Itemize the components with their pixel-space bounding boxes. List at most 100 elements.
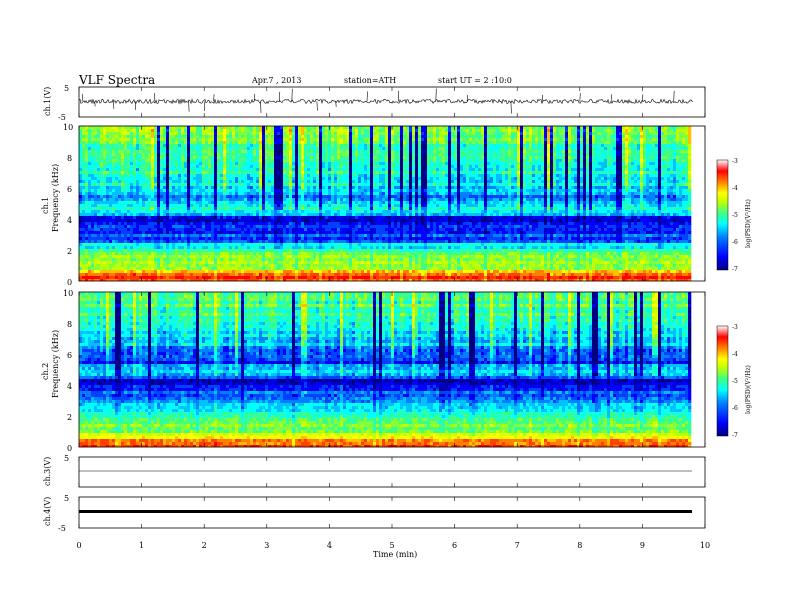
spectrogram-cell — [211, 186, 215, 190]
ch1-ytick-bottom: -5 — [58, 113, 66, 122]
spectrogram-cell — [499, 165, 503, 169]
spectrogram-cell — [265, 195, 269, 199]
spectrogram-cell — [226, 126, 233, 130]
spectrogram-cell — [226, 156, 230, 160]
spectrogram-cell — [127, 168, 131, 172]
spectrogram-cell — [331, 216, 338, 220]
spectrogram-cell — [526, 156, 530, 160]
spectrogram-cell — [337, 213, 341, 217]
spectrogram-cell — [667, 159, 671, 163]
spectrogram-cell — [307, 141, 311, 145]
spectrogram-cell — [580, 192, 584, 196]
spectrogram-cell — [550, 165, 554, 169]
spectrogram-cell — [163, 219, 167, 223]
spectrogram-cell — [298, 207, 302, 211]
spectrogram-cell — [112, 210, 116, 214]
spectrogram-cell — [637, 207, 641, 211]
spectrogram-cell — [391, 207, 398, 211]
spectrogram-cell — [679, 204, 683, 208]
spectrogram-cell — [532, 129, 539, 133]
spectrogram-cell — [295, 132, 299, 136]
spectrogram-cell — [139, 129, 143, 133]
spectrogram-cell — [235, 219, 239, 223]
spectrogram-cell — [433, 210, 440, 214]
spectrogram-cell — [457, 195, 461, 199]
spectrogram-cell — [580, 162, 584, 166]
spectrogram-cell — [517, 207, 521, 211]
spectrogram-cell — [400, 126, 404, 130]
spectrogram-cell — [499, 207, 503, 211]
spectrogram-cell — [472, 201, 476, 205]
spectrogram-cell — [268, 210, 272, 214]
spectrogram-cell — [409, 144, 413, 148]
spectrogram-cell — [472, 129, 476, 133]
spectrogram-cell — [349, 171, 353, 175]
spectrogram-cell — [253, 186, 257, 190]
spectrogram-cell — [619, 204, 623, 208]
spectrogram-cell — [337, 192, 350, 196]
spectrogram-cell — [349, 207, 353, 211]
spectrogram-cell — [607, 180, 611, 184]
spectrogram-cell — [670, 198, 677, 202]
spectrogram-cell — [421, 159, 428, 163]
spectrogram-cell — [142, 171, 146, 175]
spectrogram-cell — [115, 177, 119, 181]
spectrogram-cell — [427, 153, 431, 157]
spectrogram-cell — [235, 153, 239, 157]
spectrogram-cell — [460, 174, 464, 178]
spectrogram-cell — [541, 159, 545, 163]
spectrogram-cell — [634, 183, 641, 187]
spectrogram-cell — [409, 159, 413, 163]
spectrogram-cell — [325, 135, 329, 139]
spectrogram-cell — [556, 192, 560, 196]
spectrogram-cell — [79, 213, 95, 217]
spectrogram-cell — [625, 132, 629, 136]
spectrogram-cell — [283, 186, 290, 190]
spectrogram-cell — [496, 189, 500, 193]
spectrogram-cell — [106, 210, 110, 214]
spectrogram-cell — [226, 177, 230, 181]
spectrogram-cell — [184, 129, 188, 133]
spectrogram-cell — [610, 156, 614, 160]
spectrogram-cell — [460, 207, 464, 211]
spectrogram-cell — [550, 207, 554, 211]
spectrogram-cell — [100, 162, 104, 166]
spectrogram-cell — [622, 150, 626, 154]
spectrogram-cell — [586, 135, 590, 139]
spectrogram-cell — [412, 198, 416, 202]
spectrogram-cell — [580, 189, 584, 193]
spectrogram-cell — [670, 144, 674, 148]
spectrogram-cell — [232, 174, 236, 178]
spectrogram-cell — [169, 162, 176, 166]
spectrogram-cell — [346, 165, 350, 169]
spectrogram-cell — [427, 159, 431, 163]
spectrogram-cell — [511, 177, 515, 181]
spectrogram-cell — [124, 162, 128, 166]
spectrogram-cell — [169, 144, 179, 148]
spectrogram-cell — [331, 189, 335, 193]
spectrogram-cell — [463, 132, 467, 136]
spectrogram-cell — [112, 189, 116, 193]
spectrogram-cell — [493, 216, 503, 220]
spectrogram-cell — [277, 204, 281, 208]
spectrogram-cell — [274, 180, 284, 184]
spectrogram-cell — [148, 204, 158, 208]
spectrogram-cell — [391, 171, 395, 175]
spectrogram-cell — [532, 168, 536, 172]
spectrogram-cell — [385, 135, 389, 139]
spectrogram-cell — [142, 153, 146, 157]
spectrogram-cell — [223, 138, 227, 142]
spectrogram-cell — [157, 126, 161, 130]
spectrogram-cell — [304, 165, 308, 169]
spectrogram-cell — [631, 210, 635, 214]
spectrogram-cell — [208, 153, 215, 157]
spectrogram-cell — [472, 216, 476, 220]
spectrogram-cell — [115, 216, 119, 220]
spectrogram-cell — [238, 126, 242, 130]
spectrogram-cell — [334, 174, 338, 178]
spectrogram-cell — [343, 153, 350, 157]
spectrogram-cell — [565, 168, 569, 172]
spectrogram-cell — [406, 183, 410, 187]
spectrogram-cell — [115, 198, 119, 202]
spectrogram-cell — [154, 162, 158, 166]
